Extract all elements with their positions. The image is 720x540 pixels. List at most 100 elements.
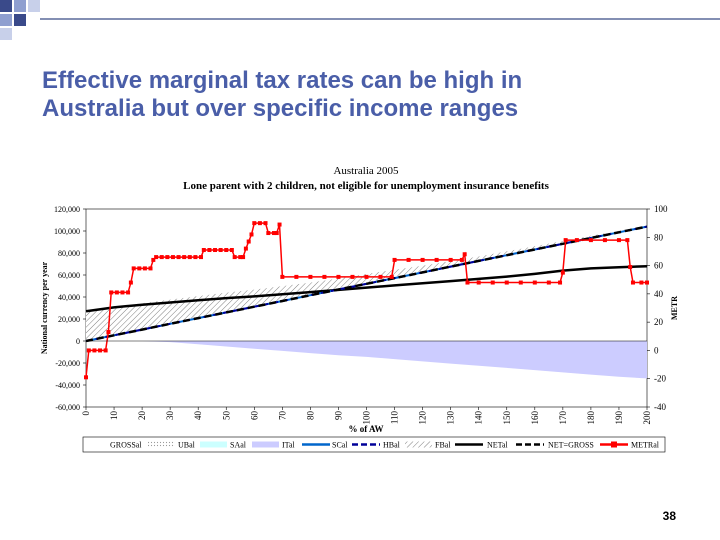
legend-label: UBal bbox=[178, 441, 196, 450]
marker bbox=[280, 274, 285, 279]
x-tick-label: 100 bbox=[362, 411, 372, 425]
marker bbox=[434, 257, 439, 262]
marker bbox=[558, 280, 563, 285]
decoration bbox=[0, 0, 720, 40]
legend-swatch bbox=[148, 441, 175, 448]
legend-swatch bbox=[405, 441, 432, 448]
marker bbox=[406, 257, 411, 262]
y2-tick-label: 80 bbox=[654, 232, 664, 242]
marker bbox=[271, 231, 276, 236]
marker bbox=[170, 255, 175, 260]
marker bbox=[625, 238, 630, 243]
y-tick-label: 60,000 bbox=[58, 271, 80, 280]
y-axis-label: National currency per year bbox=[40, 261, 49, 354]
x-tick-label: 160 bbox=[530, 411, 540, 425]
marker bbox=[98, 348, 103, 353]
legend-label: SCal bbox=[332, 441, 348, 450]
y2-tick-label: 40 bbox=[654, 289, 664, 299]
marker bbox=[350, 274, 355, 279]
marker bbox=[630, 280, 635, 285]
x-tick-label: 200 bbox=[642, 411, 652, 425]
y2-tick-label: -40 bbox=[654, 402, 666, 412]
marker bbox=[257, 221, 262, 226]
legend-swatch bbox=[252, 441, 279, 448]
slide-title: Effective marginal tax rates can be high… bbox=[42, 67, 522, 94]
y-tick-label: -20,000 bbox=[55, 359, 80, 368]
y2-tick-label: 20 bbox=[654, 317, 664, 327]
marker bbox=[154, 255, 159, 260]
marker bbox=[246, 239, 251, 244]
x-tick-label: 50 bbox=[221, 411, 231, 421]
x-tick-label: 130 bbox=[446, 411, 456, 425]
marker bbox=[137, 266, 142, 271]
x-tick-label: 30 bbox=[165, 411, 175, 421]
marker bbox=[378, 274, 383, 279]
marker bbox=[336, 274, 341, 279]
x-tick-label: 70 bbox=[277, 411, 287, 421]
marker bbox=[628, 264, 633, 269]
marker bbox=[213, 248, 218, 253]
marker bbox=[159, 255, 164, 260]
marker bbox=[109, 290, 114, 295]
marker bbox=[207, 248, 212, 253]
marker bbox=[199, 255, 204, 260]
marker bbox=[128, 280, 133, 285]
x-tick-label: 0 bbox=[81, 411, 91, 416]
y-tick-label: -40,000 bbox=[55, 381, 80, 390]
x-tick-label: 120 bbox=[418, 411, 428, 425]
marker bbox=[229, 248, 234, 253]
y2-tick-label: 0 bbox=[654, 345, 659, 355]
marker bbox=[574, 238, 579, 243]
x-tick-label: 60 bbox=[249, 411, 259, 421]
y2-axis-label: METR bbox=[670, 296, 679, 320]
y2-tick-label: 60 bbox=[654, 261, 664, 271]
x-tick-label: 40 bbox=[193, 411, 203, 421]
y-tick-label: 80,000 bbox=[58, 249, 80, 258]
marker bbox=[243, 246, 248, 251]
marker bbox=[86, 348, 91, 353]
legend-marker bbox=[611, 441, 617, 448]
marker bbox=[142, 266, 147, 271]
y2-tick-label: -20 bbox=[654, 374, 666, 384]
x-tick-label: 180 bbox=[586, 411, 596, 425]
legend-label: SAal bbox=[230, 441, 247, 450]
marker bbox=[84, 375, 88, 380]
x-tick-label: 110 bbox=[390, 411, 400, 425]
marker bbox=[616, 238, 621, 243]
legend-label: GROSSal bbox=[110, 441, 142, 450]
marker bbox=[114, 290, 119, 295]
marker bbox=[218, 248, 223, 253]
page-number: 38 bbox=[663, 509, 677, 523]
marker bbox=[238, 255, 243, 260]
marker bbox=[193, 255, 198, 260]
x-tick-label: 150 bbox=[502, 411, 512, 425]
marker bbox=[263, 221, 268, 226]
y-tick-label: 40,000 bbox=[58, 293, 80, 302]
marker bbox=[148, 266, 153, 271]
x-tick-label: 10 bbox=[109, 411, 119, 421]
line bbox=[85, 264, 648, 313]
marker bbox=[420, 257, 425, 262]
marker bbox=[364, 274, 369, 279]
marker bbox=[448, 257, 453, 262]
y-tick-label: 20,000 bbox=[58, 315, 80, 324]
x-tick-label: 90 bbox=[333, 411, 343, 421]
x-tick-label: 170 bbox=[558, 411, 568, 425]
marker bbox=[490, 280, 495, 285]
x-tick-label: 80 bbox=[305, 411, 315, 421]
marker bbox=[532, 280, 537, 285]
marker bbox=[465, 280, 470, 285]
legend-label: ITal bbox=[282, 441, 296, 450]
marker bbox=[187, 255, 192, 260]
marker bbox=[563, 238, 568, 243]
marker bbox=[322, 274, 327, 279]
marker bbox=[131, 266, 136, 271]
marker bbox=[103, 348, 108, 353]
slide-title: Australia but over specific income range… bbox=[42, 95, 518, 122]
legend-swatch bbox=[200, 441, 227, 448]
marker bbox=[224, 248, 229, 253]
area bbox=[86, 341, 647, 379]
marker bbox=[459, 257, 464, 262]
marker bbox=[504, 280, 509, 285]
chart-title: Australia 2005 bbox=[333, 165, 399, 177]
